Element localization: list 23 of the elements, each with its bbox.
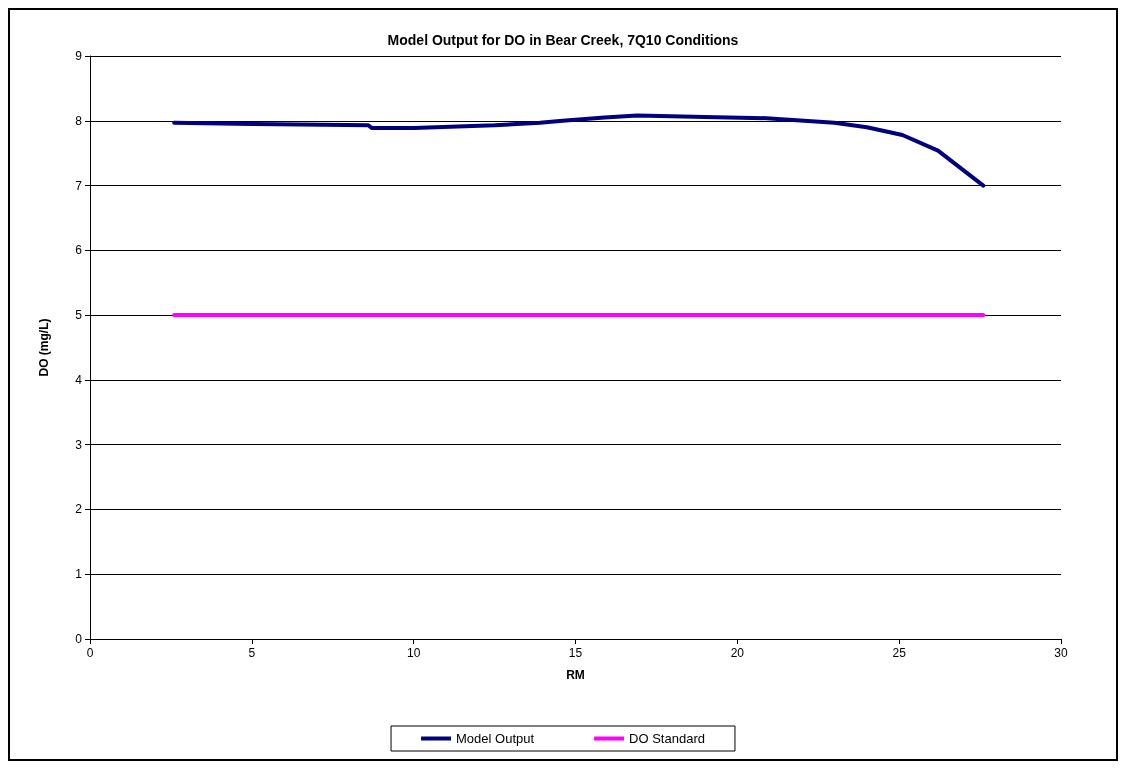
chart-title: Model Output for DO in Bear Creek, 7Q10 Conditions [387,32,739,48]
y-tick-label: 9 [75,49,83,63]
y-tick-label: 6 [75,243,83,258]
y-tick-label: 0 [75,632,83,646]
x-tick-label: 10 [406,646,421,660]
y-axis-title: DO (mg/L) [37,318,51,377]
y-tick-label: 3 [75,437,83,452]
y-tick-label: 7 [75,178,83,193]
x-tick-label: 0 [86,646,94,660]
x-tick-label: 15 [568,646,583,660]
x-axis-title: RM [566,668,585,682]
legend-label: Model Output [456,731,535,746]
line-series [172,113,986,188]
y-tick-label: 1 [75,567,83,582]
x-tick-label: 30 [1054,646,1068,660]
x-tick-label: 20 [730,646,745,660]
x-tick-label: 25 [892,646,907,660]
y-tick-label: 8 [75,113,83,128]
y-tick-label: 2 [75,502,83,517]
x-tick-label: 5 [248,646,256,660]
legend-label: DO Standard [629,731,705,746]
y-tick-label: 5 [75,308,83,323]
y-tick-label: 4 [75,372,83,387]
